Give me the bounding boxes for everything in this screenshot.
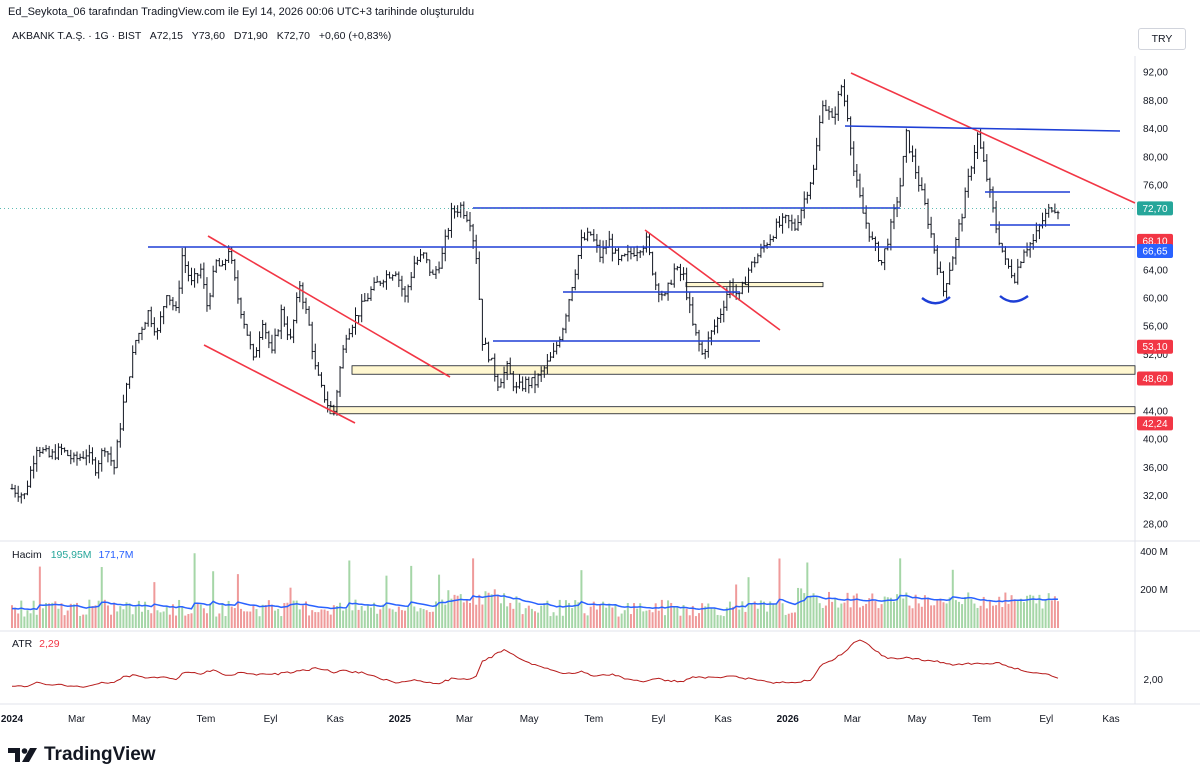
currency-button[interactable]: TRY <box>1138 28 1186 50</box>
price-tag <box>1137 371 1173 386</box>
publisher-line: Ed_Seykota_06 tarafından TradingView.com… <box>8 6 475 18</box>
time-axis-label: Eyl <box>1039 714 1053 725</box>
price-axis-label: 32,00 <box>1143 491 1168 502</box>
shoulder-arc <box>999 295 1029 303</box>
support-zone <box>329 406 1136 415</box>
ohlc-change: +0,60 (+0,83%) <box>318 30 392 42</box>
price-axis-label: 44,00 <box>1143 406 1168 417</box>
volume-value-2: 171,7M <box>98 549 134 561</box>
time-axis-label: Mar <box>844 714 862 725</box>
time-axis-label: Kas <box>327 714 344 725</box>
time-axis-label: Tem <box>196 714 215 725</box>
level-line <box>844 125 1121 132</box>
time-axis-label: Tem <box>972 714 991 725</box>
atr-line <box>11 639 1059 688</box>
price-tag-label: 68,10 <box>1142 236 1167 247</box>
price-tag-label: 53,10 <box>1142 342 1167 353</box>
price-tag-label: 66,65 <box>1142 247 1167 258</box>
ohlc-close: K72,70 <box>276 30 310 42</box>
trend-line <box>203 344 356 424</box>
ohlc-low: D71,90 <box>233 30 268 42</box>
support-zone <box>685 282 824 288</box>
price-tag <box>1137 244 1173 259</box>
price-axis-label: 56,00 <box>1143 322 1168 333</box>
atr-label: ATR <box>12 638 33 650</box>
time-axis-label: 2026 <box>777 714 800 725</box>
price-axis-label: 84,00 <box>1143 124 1168 135</box>
ohlc-high: Y73,60 <box>191 30 225 42</box>
ohlc-open: A72,15 <box>149 30 183 42</box>
price-axis-label: 28,00 <box>1143 519 1168 530</box>
brand-name: TradingView <box>44 744 156 765</box>
time-axis-label: Mar <box>68 714 86 725</box>
price-axis-label: 36,00 <box>1143 463 1168 474</box>
price-tag-label: 72,70 <box>1142 204 1167 215</box>
time-axis-label: Mar <box>456 714 474 725</box>
time-axis-label: Kas <box>1102 714 1119 725</box>
trend-line <box>207 235 451 378</box>
volume-label: Hacim <box>12 549 42 561</box>
trend-line <box>644 229 781 331</box>
time-axis-label: 2025 <box>389 714 412 725</box>
volume-axis-label: 200 M <box>1140 585 1168 596</box>
price-axis-label: 92,00 <box>1143 68 1168 79</box>
symbol-name[interactable]: AKBANK T.A.Ş. · 1G · BIST <box>12 30 142 42</box>
price-axis-label: 40,00 <box>1143 435 1168 446</box>
time-axis-label: May <box>520 714 539 725</box>
atr-axis-label: 2,00 <box>1144 675 1164 686</box>
volume-axis-label: 400 M <box>1140 547 1168 558</box>
atr-legend: ATR 2,29 <box>12 638 60 650</box>
price-axis-label: 88,00 <box>1143 96 1168 107</box>
tradingview-logo[interactable]: TradingView <box>8 744 156 766</box>
price-tag <box>1137 416 1173 431</box>
price-tag <box>1137 201 1173 216</box>
time-axis-label: May <box>908 714 927 725</box>
tradingview-logo-icon <box>8 748 37 762</box>
time-axis-label: Tem <box>584 714 603 725</box>
symbol-info: AKBANK T.A.Ş. · 1G · BIST A72,15 Y73,60 … <box>12 30 397 42</box>
price-tag-label: 48,60 <box>1142 374 1167 385</box>
volume-value-1: 195,95M <box>50 549 92 561</box>
trend-line <box>850 72 1136 204</box>
price-axis-label: 80,00 <box>1143 152 1168 163</box>
time-axis-label: May <box>132 714 151 725</box>
time-axis-label: 2024 <box>1 714 24 725</box>
time-axis-label: Eyl <box>652 714 666 725</box>
support-zone <box>351 365 1136 375</box>
price-axis-label: 64,00 <box>1143 265 1168 276</box>
atr-value: 2,29 <box>39 638 60 650</box>
price-axis-label: 76,00 <box>1143 181 1168 192</box>
volume-ma-line <box>11 594 1059 611</box>
volume-legend: Hacim 195,95M 171,7M <box>12 549 134 561</box>
time-axis-label: Kas <box>715 714 732 725</box>
price-tag-label: 42,24 <box>1142 419 1167 430</box>
time-axis-label: Eyl <box>264 714 278 725</box>
price-axis-label: 60,00 <box>1143 294 1168 305</box>
shoulder-arc <box>921 296 951 305</box>
price-axis-label: 52,00 <box>1143 350 1168 361</box>
price-tag <box>1137 339 1173 354</box>
